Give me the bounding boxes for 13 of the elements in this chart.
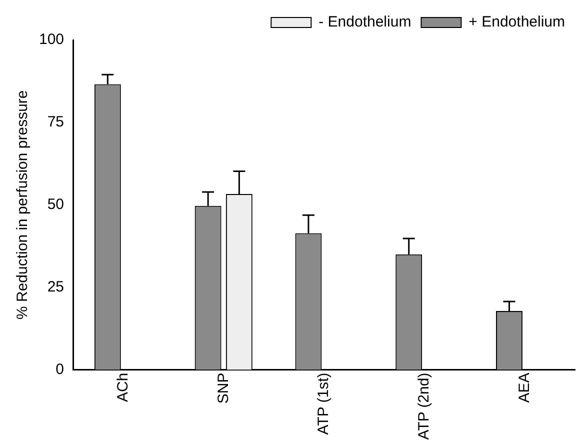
- y-tick-label: 50: [47, 196, 64, 214]
- x-tick-label: AEA: [516, 372, 533, 403]
- x-tick-label: SNP: [214, 372, 232, 404]
- legend-label: - Endothelium: [318, 14, 412, 31]
- x-tick-label: ACh: [114, 372, 132, 402]
- y-tick-label: 0: [56, 360, 64, 378]
- y-tick-label: 100: [38, 31, 64, 48]
- x-tick-label: ATP (1st): [315, 372, 332, 435]
- y-axis-title: % Reduction in perfusion pressure: [14, 90, 32, 320]
- legend-label: + Endothelium: [468, 14, 566, 31]
- x-tick-label: ATP (2nd): [416, 372, 433, 440]
- y-tick-label: 25: [47, 278, 64, 296]
- y-tick-label: 75: [47, 114, 64, 131]
